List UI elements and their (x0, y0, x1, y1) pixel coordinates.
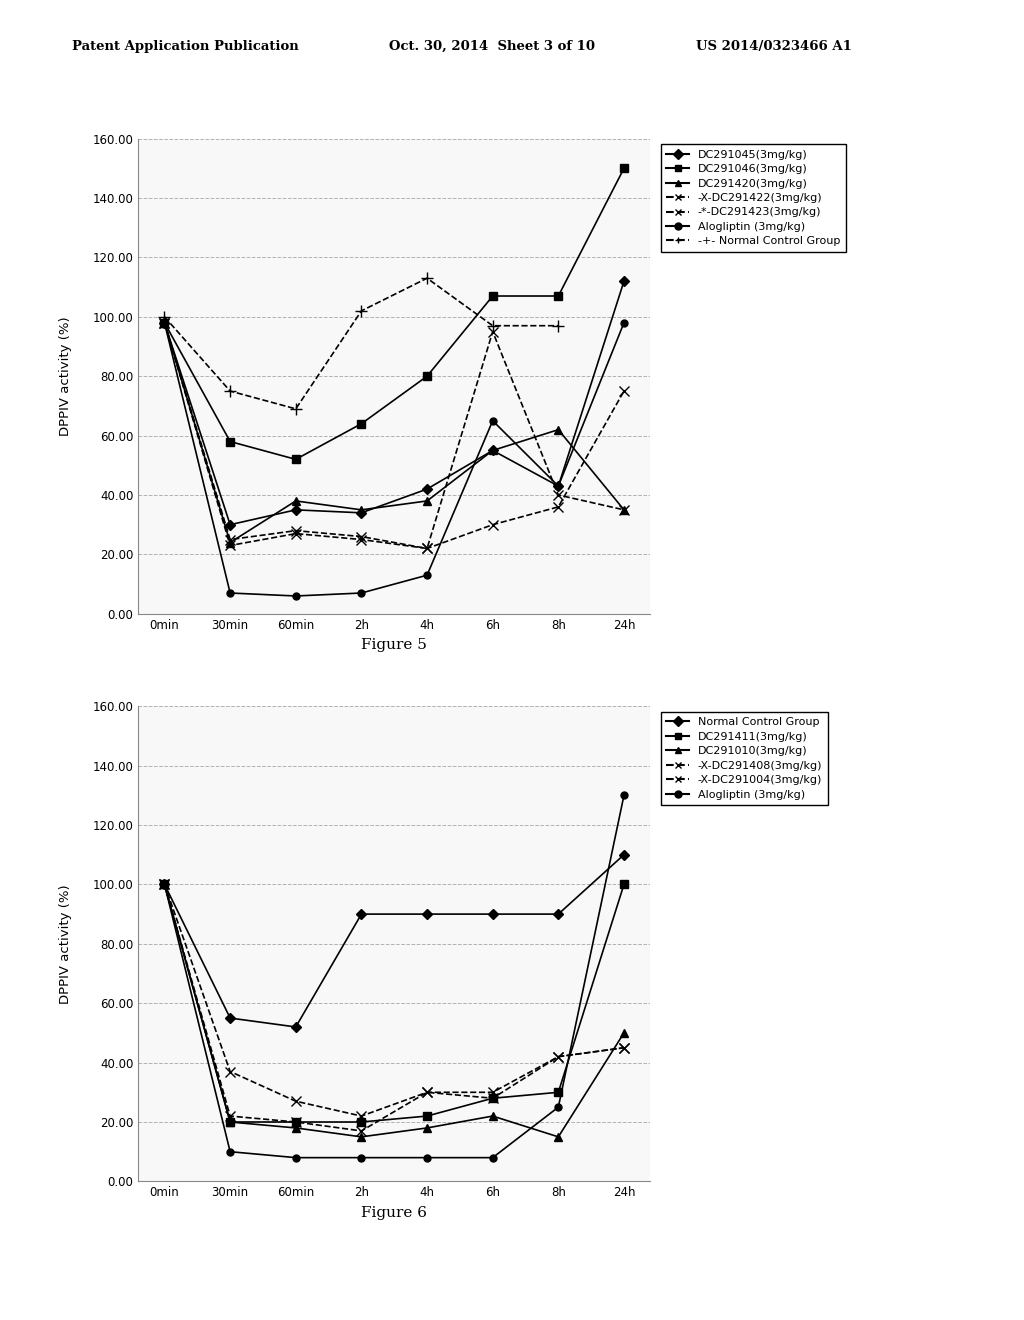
Text: US 2014/0323466 A1: US 2014/0323466 A1 (696, 40, 852, 53)
Y-axis label: DPPIV activity (%): DPPIV activity (%) (58, 317, 72, 436)
Legend: Normal Control Group, DC291411(3mg/kg), DC291010(3mg/kg), -X-DC291408(3mg/kg), -: Normal Control Group, DC291411(3mg/kg), … (660, 711, 827, 805)
Text: Patent Application Publication: Patent Application Publication (72, 40, 298, 53)
Text: Figure 6: Figure 6 (361, 1206, 427, 1220)
Legend: DC291045(3mg/kg), DC291046(3mg/kg), DC291420(3mg/kg), -X-DC291422(3mg/kg), -*-DC: DC291045(3mg/kg), DC291046(3mg/kg), DC29… (660, 144, 846, 252)
Text: Figure 5: Figure 5 (361, 639, 427, 652)
Y-axis label: DPPIV activity (%): DPPIV activity (%) (58, 884, 72, 1003)
Text: Oct. 30, 2014  Sheet 3 of 10: Oct. 30, 2014 Sheet 3 of 10 (389, 40, 595, 53)
